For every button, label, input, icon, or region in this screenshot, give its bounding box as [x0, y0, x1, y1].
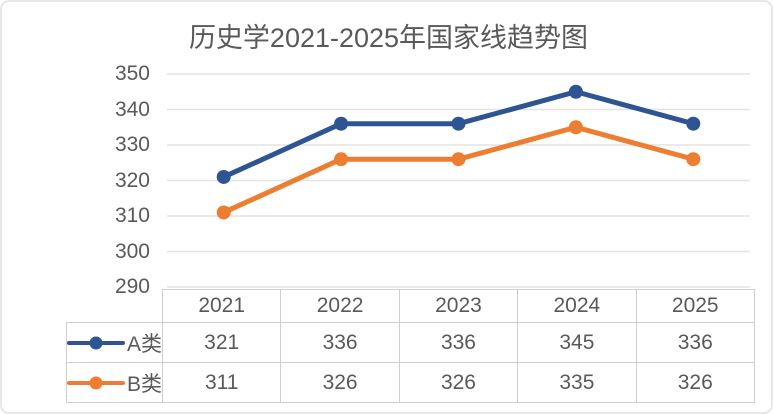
data-point-marker — [216, 205, 231, 220]
y-axis-tick-label: 350 — [114, 62, 150, 85]
table-value-cell: 345 — [517, 322, 637, 363]
table-corner-empty-cell — [67, 290, 163, 323]
data-table-wrap: 2021 2022 2023 2024 2025 A类 321 336 336 345 336 B类 3… — [66, 289, 755, 403]
table-row: B类 311 326 326 335 326 — [66, 362, 755, 403]
table-value-cell: 335 — [517, 362, 637, 403]
data-point-marker — [568, 84, 583, 99]
table-value-cell: 326 — [280, 362, 400, 403]
y-axis-tick-label: 340 — [114, 97, 150, 121]
data-point-marker — [451, 116, 466, 131]
y-axis-tick-label: 330 — [114, 133, 150, 156]
table-value-cell: 321 — [161, 322, 282, 363]
table-year-header: 2025 — [635, 289, 755, 323]
y-axis-tick-label: 290 — [114, 275, 150, 298]
chart-title: 历史学2021-2025年国家线趋势图 — [188, 23, 589, 53]
data-point-marker — [568, 120, 583, 135]
series-line-B类 — [221, 124, 696, 215]
legend-cell-A类: A类 — [66, 322, 163, 363]
line-chart-plot-area — [167, 73, 750, 288]
table-year-header: 2024 — [517, 289, 637, 323]
y-axis-tick-label: 300 — [114, 239, 150, 263]
data-point-marker — [686, 116, 701, 131]
y-axis-tick-label: 310 — [114, 204, 150, 227]
data-point-marker — [334, 152, 349, 167]
table-value-cell: 336 — [635, 322, 755, 363]
data-point-marker — [451, 152, 466, 167]
table-value-cell: 311 — [161, 362, 282, 403]
table-year-header: 2023 — [398, 289, 519, 323]
legend-line-marker-icon — [67, 376, 125, 389]
legend-line-marker-icon — [67, 336, 125, 349]
table-value-cell: 336 — [398, 322, 519, 363]
table-value-cell: 326 — [398, 362, 519, 403]
table-year-header: 2022 — [280, 289, 400, 323]
table-value-cell: 326 — [635, 362, 755, 403]
y-axis-tick-label: 320 — [114, 168, 150, 192]
legend-cell-B类: B类 — [66, 362, 163, 403]
data-table: 2021 2022 2023 2024 2025 A类 321 336 336 345 336 B类 3… — [66, 289, 755, 403]
y-axis: 350 340 330 320 310 300 290 — [82, 62, 150, 298]
table-row: A类 321 336 336 345 336 — [66, 322, 755, 363]
table-value-cell: 336 — [280, 322, 400, 363]
data-point-marker — [686, 152, 701, 167]
table-year-header: 2021 — [161, 289, 282, 323]
legend-label: B类 — [127, 372, 163, 396]
legend-label: A类 — [127, 332, 163, 356]
data-point-marker — [216, 169, 231, 184]
data-point-marker — [334, 116, 349, 131]
